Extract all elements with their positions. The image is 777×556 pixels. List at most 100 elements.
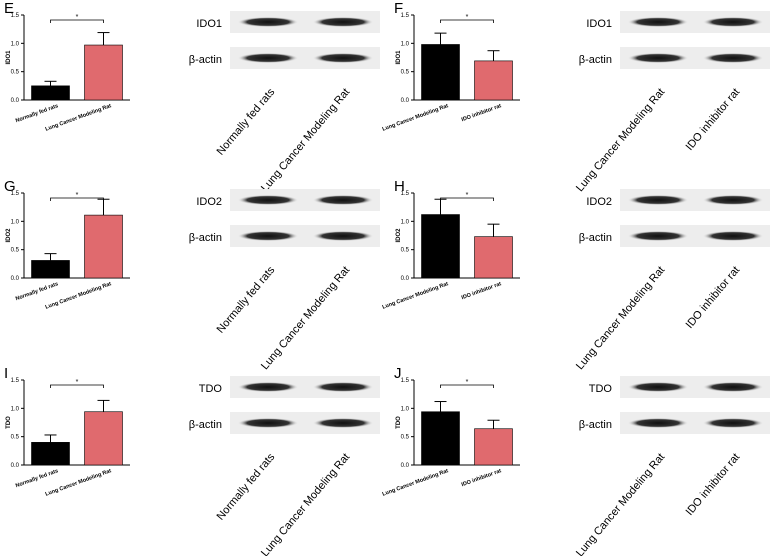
blot-band xyxy=(628,382,688,392)
blot-lane-label: Lung Cancer Modeling Rat xyxy=(259,86,352,194)
significance-mark: * xyxy=(466,192,469,199)
significance-bracket xyxy=(440,384,494,388)
blot-lane-label: Lung Cancer Modeling Rat xyxy=(574,86,667,194)
blot-band xyxy=(703,231,763,241)
blot-band xyxy=(313,17,373,27)
x-tick-label: Lung Cancer Modeling Rat xyxy=(382,103,450,133)
blot-band xyxy=(703,53,763,63)
significance-bracket xyxy=(440,19,494,23)
y-tick-label: 1.5 xyxy=(401,378,410,384)
blot-band xyxy=(628,17,688,27)
blot-lane-label: Lung Cancer Modeling Rat xyxy=(574,451,667,556)
bar xyxy=(474,236,513,279)
blot-lane-label: Normally fed rats xyxy=(215,86,278,158)
blot-lane-label: IDO inhibitor rat xyxy=(684,264,743,331)
panel-label: F xyxy=(394,0,403,17)
blot-protein-label: TDO xyxy=(589,383,613,395)
blot-background xyxy=(620,47,770,69)
significance-mark: * xyxy=(76,379,79,386)
bar xyxy=(474,428,513,466)
blot-band xyxy=(703,17,763,27)
y-tick-label: 1.5 xyxy=(401,191,410,197)
y-tick-label: 0.5 xyxy=(401,70,410,76)
blot-band xyxy=(628,195,688,205)
x-tick-label: Lung Cancer Modeling Rat xyxy=(382,468,450,498)
blot-background xyxy=(620,376,770,398)
y-axis-label: TDO xyxy=(396,416,402,429)
y-axis-label: IDO1 xyxy=(6,50,12,65)
blot-protein-label: IDO2 xyxy=(196,196,222,208)
bar xyxy=(421,411,460,466)
blot-background xyxy=(230,189,380,211)
blot-background xyxy=(620,11,770,33)
blot-background xyxy=(620,225,770,247)
panel-label: H xyxy=(394,178,405,195)
significance-mark: * xyxy=(76,14,79,21)
y-tick-label: 1.0 xyxy=(401,219,410,225)
significance-mark: * xyxy=(466,14,469,21)
bar xyxy=(474,60,513,101)
significance-bracket xyxy=(50,19,104,23)
blot-band xyxy=(313,195,373,205)
bar xyxy=(421,44,460,101)
blot-background xyxy=(230,412,380,434)
y-axis-label: IDO2 xyxy=(6,228,12,243)
blot-background xyxy=(230,11,380,33)
blot-protein-label: β-actin xyxy=(189,54,222,66)
x-tick-label: Normally fed rats xyxy=(15,468,59,489)
panel-label: I xyxy=(4,365,8,382)
blot-band xyxy=(238,53,298,63)
blot-lane-label: IDO inhibitor rat xyxy=(684,451,743,518)
blot-band xyxy=(703,382,763,392)
x-tick-label: Normally fed rats xyxy=(15,281,59,302)
y-tick-label: 0.5 xyxy=(11,435,20,441)
significance-mark: * xyxy=(466,379,469,386)
y-tick-label: 1.0 xyxy=(11,41,20,47)
blot-protein-label: IDO2 xyxy=(586,196,612,208)
blot-background xyxy=(230,376,380,398)
blot-protein-label: IDO1 xyxy=(586,18,612,30)
significance-mark: * xyxy=(76,192,79,199)
blot-band xyxy=(238,17,298,27)
bar xyxy=(31,260,70,279)
significance-bracket xyxy=(50,384,104,388)
y-tick-label: 0.0 xyxy=(401,276,410,282)
blot-band xyxy=(703,195,763,205)
blot-band xyxy=(238,195,298,205)
blot-band xyxy=(313,231,373,241)
blot-protein-label: β-actin xyxy=(579,54,612,66)
blot-protein-label: TDO xyxy=(199,383,223,395)
significance-bracket xyxy=(440,197,494,201)
bar xyxy=(84,411,123,466)
blot-band xyxy=(628,231,688,241)
y-tick-label: 0.0 xyxy=(401,98,410,104)
y-tick-label: 0.0 xyxy=(401,463,410,469)
blot-background xyxy=(230,225,380,247)
blot-protein-label: β-actin xyxy=(189,232,222,244)
y-axis-label: IDO2 xyxy=(396,228,402,243)
y-tick-label: 0.0 xyxy=(11,98,20,104)
y-tick-label: 0.5 xyxy=(401,248,410,254)
blot-protein-label: β-actin xyxy=(189,419,222,431)
blot-band xyxy=(313,53,373,63)
blot-band xyxy=(628,418,688,428)
bar xyxy=(84,214,123,279)
y-tick-label: 1.5 xyxy=(401,13,410,19)
blot-background xyxy=(620,189,770,211)
y-tick-label: 0.0 xyxy=(11,463,20,469)
y-tick-label: 1.5 xyxy=(11,378,20,384)
panel-label: G xyxy=(4,178,16,195)
y-axis-label: IDO1 xyxy=(396,50,402,65)
blot-lane-label: Lung Cancer Modeling Rat xyxy=(259,451,352,556)
blot-band xyxy=(628,53,688,63)
x-tick-label: IDO inhibitor rat xyxy=(461,281,503,301)
x-tick-label: Lung Cancer Modeling Rat xyxy=(382,281,450,311)
blot-protein-label: β-actin xyxy=(579,232,612,244)
blot-band xyxy=(238,231,298,241)
bar xyxy=(84,44,123,101)
x-tick-label: IDO inhibitor rat xyxy=(461,468,503,488)
x-tick-label: IDO inhibitor rat xyxy=(461,103,503,123)
y-tick-label: 1.0 xyxy=(11,406,20,412)
blot-protein-label: IDO1 xyxy=(196,18,222,30)
